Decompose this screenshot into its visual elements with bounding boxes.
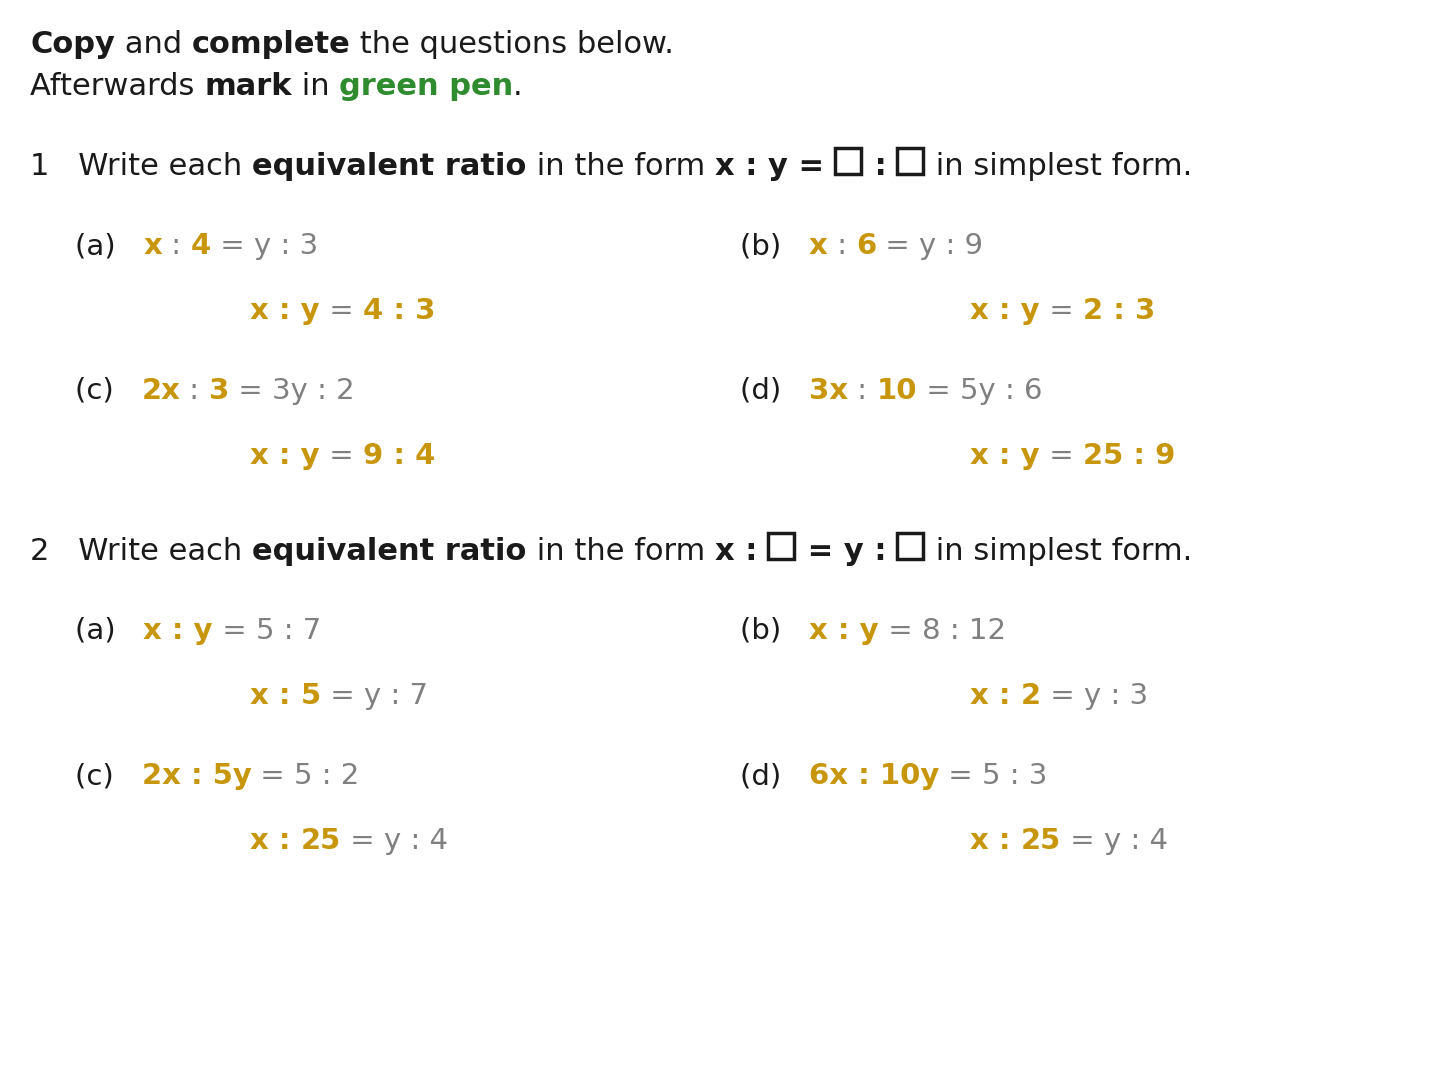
Text: =: =	[320, 297, 363, 325]
Text: = y : 7: = y : 7	[321, 681, 428, 710]
Text: 2 : 3: 2 : 3	[1083, 297, 1155, 325]
Text: (d): (d)	[740, 762, 809, 789]
Text: in simplest form.: in simplest form.	[926, 537, 1192, 566]
Text: green pen: green pen	[338, 72, 513, 102]
Text: = y : 3: = y : 3	[210, 232, 318, 260]
Text: in: in	[292, 72, 338, 102]
Text: 2x : 5y: 2x : 5y	[141, 762, 252, 789]
Text: = 3y : 2: = 3y : 2	[229, 377, 354, 405]
Text: x: x	[144, 232, 163, 260]
Text: 2: 2	[30, 537, 49, 566]
Text: (a): (a)	[75, 232, 144, 260]
Text: x : y: x : y	[971, 297, 1040, 325]
Text: (b): (b)	[740, 617, 809, 645]
Text: x: x	[809, 232, 828, 260]
Text: in simplest form.: in simplest form.	[926, 152, 1192, 181]
Text: 9 : 4: 9 : 4	[363, 442, 435, 470]
Text: =: =	[320, 442, 363, 470]
Text: =: =	[1040, 297, 1083, 325]
Text: = 5y : 6: = 5y : 6	[917, 377, 1043, 405]
Text: = 5 : 2: = 5 : 2	[252, 762, 360, 789]
Text: 3: 3	[209, 377, 229, 405]
Text: x : y: x : y	[144, 617, 213, 645]
Bar	[835, 148, 861, 174]
Text: 2x: 2x	[141, 377, 180, 405]
Text: 25 : 9: 25 : 9	[1083, 442, 1175, 470]
Text: 4: 4	[190, 232, 210, 260]
Text: = y : 9: = y : 9	[877, 232, 984, 260]
Text: (c): (c)	[75, 377, 141, 405]
Text: complete: complete	[192, 30, 350, 59]
Text: = y : 4: = y : 4	[1061, 827, 1168, 855]
Text: x : y =: x : y =	[714, 152, 835, 181]
Text: 3x: 3x	[809, 377, 848, 405]
Text: = y : 3: = y : 3	[1041, 681, 1148, 710]
Text: 6x : 10y: 6x : 10y	[809, 762, 939, 789]
Bar	[897, 534, 923, 559]
Text: Copy: Copy	[30, 30, 115, 59]
Text: 4 : 3: 4 : 3	[363, 297, 435, 325]
Text: .: .	[513, 72, 523, 102]
Text: in the form: in the form	[527, 152, 714, 181]
Text: = 8 : 12: = 8 : 12	[878, 617, 1005, 645]
Text: = y : 4: = y : 4	[341, 827, 448, 855]
Text: = 5 : 7: = 5 : 7	[213, 617, 321, 645]
Bar	[768, 534, 793, 559]
Text: 25: 25	[301, 827, 341, 855]
Text: x :: x :	[251, 681, 301, 710]
Text: (d): (d)	[740, 377, 809, 405]
Text: :: :	[828, 232, 855, 260]
Text: 5: 5	[301, 681, 321, 710]
Text: x :: x :	[251, 827, 301, 855]
Text: 6: 6	[855, 232, 877, 260]
Text: x :: x :	[714, 537, 768, 566]
Text: (a): (a)	[75, 617, 144, 645]
Text: 25: 25	[1021, 827, 1061, 855]
Text: 10: 10	[877, 377, 917, 405]
Text: Write each: Write each	[49, 152, 252, 181]
Text: x : y: x : y	[971, 442, 1040, 470]
Text: = 5 : 3: = 5 : 3	[939, 762, 1048, 789]
Text: x :: x :	[971, 681, 1021, 710]
Text: (b): (b)	[740, 232, 809, 260]
Text: =: =	[1040, 442, 1083, 470]
Text: x : y: x : y	[251, 297, 320, 325]
Text: the questions below.: the questions below.	[350, 30, 674, 59]
Text: mark: mark	[204, 72, 292, 102]
Text: Afterwards: Afterwards	[30, 72, 204, 102]
Text: equivalent ratio: equivalent ratio	[252, 537, 527, 566]
Text: 1: 1	[30, 152, 49, 181]
Text: :: :	[180, 377, 209, 405]
Text: :: :	[864, 152, 897, 181]
Text: :: :	[163, 232, 190, 260]
Text: (c): (c)	[75, 762, 141, 789]
Text: x : y: x : y	[809, 617, 878, 645]
Text: and: and	[115, 30, 192, 59]
Text: :: :	[848, 377, 877, 405]
Text: x :: x :	[971, 827, 1021, 855]
Text: 2: 2	[1021, 681, 1041, 710]
Bar	[897, 148, 923, 174]
Text: Write each: Write each	[49, 537, 252, 566]
Text: in the form: in the form	[527, 537, 714, 566]
Text: x : y: x : y	[251, 442, 320, 470]
Text: equivalent ratio: equivalent ratio	[252, 152, 527, 181]
Text: = y :: = y :	[796, 537, 897, 566]
